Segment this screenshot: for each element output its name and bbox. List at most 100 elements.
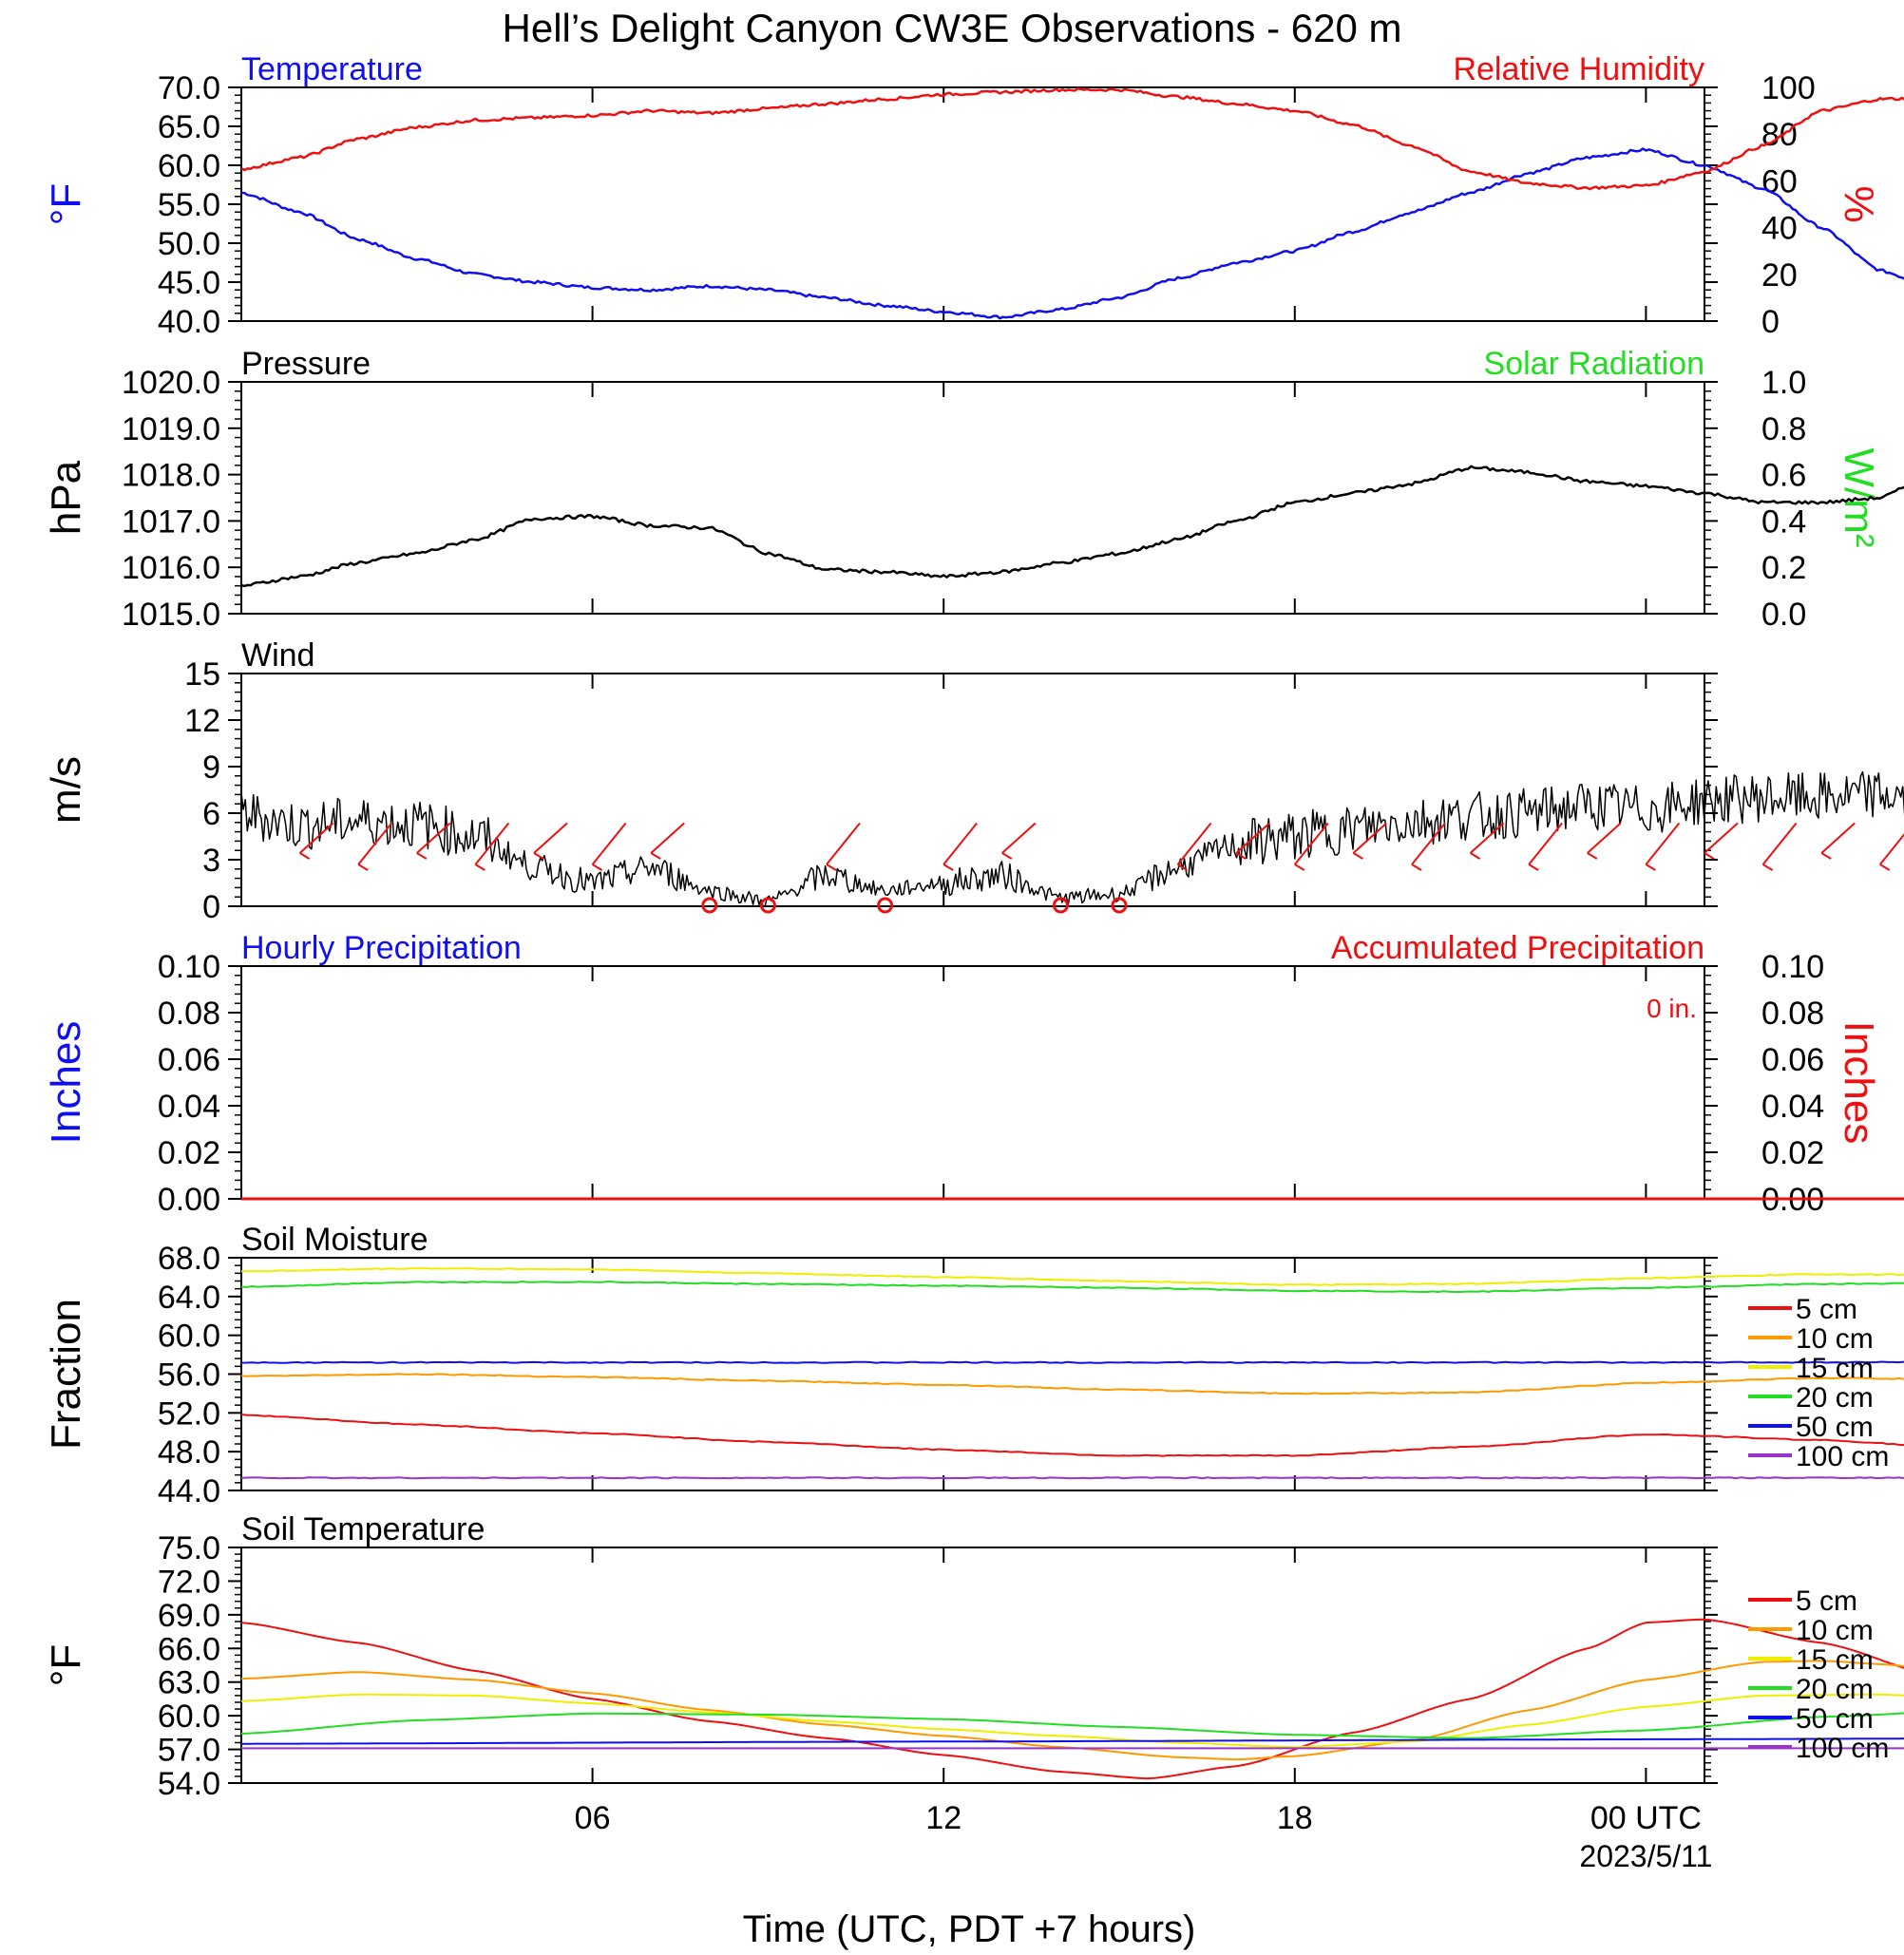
panel-wind: 15 12 9 6 3 0 Wind m/s <box>43 637 1904 925</box>
x-tick-label: 18 <box>1277 1800 1313 1836</box>
wind-barb-flag <box>1704 852 1715 860</box>
wind-barb <box>1528 822 1563 865</box>
y-tick-label: 70.0 <box>158 70 220 106</box>
wind-barb <box>416 822 451 854</box>
y-axis-title-left: m/s <box>43 756 89 824</box>
y-right-tick-label: 0.10 <box>1761 949 1824 985</box>
legend-label: 10 cm <box>1796 1615 1874 1646</box>
legend-label: 15 cm <box>1796 1353 1874 1384</box>
panel-temperature_humidity: 70.065.060.055.050.045.040.0100806040200… <box>43 51 1904 340</box>
y-tick-label: 66.0 <box>158 1631 220 1667</box>
y-right-tick-label: 0.8 <box>1761 411 1806 447</box>
wind-barb <box>1469 822 1505 854</box>
panel-title-right: Accumulated Precipitation <box>1331 930 1704 966</box>
wind-barb <box>826 822 861 865</box>
calm-wind-marker <box>1052 897 1069 914</box>
y-right-tick-label: 1.0 <box>1761 365 1806 401</box>
legend-label: 5 cm <box>1796 1294 1857 1325</box>
wind-barb <box>1645 822 1681 865</box>
panel-title-left: Soil Temperature <box>241 1511 485 1547</box>
wind-barb <box>1411 822 1446 865</box>
y-tick-label: 1018.0 <box>122 458 220 494</box>
wind-barb-flag <box>1879 864 1891 871</box>
y-right-tick-label: 0.4 <box>1761 503 1806 540</box>
y-axis-title-left: hPa <box>43 460 89 535</box>
y-tick-label: 0.08 <box>158 996 220 1032</box>
y-tick-label: 68.0 <box>158 1241 220 1277</box>
y-tick-label: 0.10 <box>158 949 220 985</box>
y-tick-label: 0.02 <box>158 1135 220 1171</box>
legend-label: 50 cm <box>1796 1412 1874 1443</box>
calm-wind-marker <box>701 897 718 914</box>
y-tick-label: 72.0 <box>158 1564 220 1600</box>
series-line-10-cm <box>240 1660 1904 1761</box>
series-line-relative-humidity <box>240 86 1904 191</box>
wind-barb <box>1352 822 1388 854</box>
calm-wind-marker <box>877 897 894 914</box>
plot-frame <box>240 1547 1705 1784</box>
panel-title-left: Temperature <box>241 51 423 87</box>
panel-title-left: Soil Moisture <box>241 1222 428 1258</box>
wind-barb <box>1235 822 1270 854</box>
wind-barb <box>1879 833 1904 865</box>
panels-group: 70.065.060.055.050.045.040.0100806040200… <box>43 51 1904 1802</box>
y-tick-label: 55.0 <box>158 187 220 223</box>
y-tick-label: 0.06 <box>158 1042 220 1078</box>
series-line-100-cm <box>240 1476 1904 1480</box>
wind-barb <box>357 822 392 865</box>
x-axis-title: Time (UTC, PDT +7 hours) <box>743 1908 1196 1950</box>
panel-pressure_solar: 1020.0 1019.0 1018.0 1017.0 1016.0 1015.0 1.0 0… <box>43 346 1904 633</box>
y-tick-label: 1017.0 <box>122 503 220 540</box>
y-right-tick-label: 0.2 <box>1761 550 1806 586</box>
series-line-15-cm <box>240 1693 1904 1749</box>
series-line-15-cm <box>240 1267 1904 1286</box>
legend-label: 100 cm <box>1796 1733 1889 1764</box>
wind-barb-flag <box>1762 864 1774 871</box>
y-axis-title-left: Fraction <box>43 1299 89 1450</box>
y-tick-label: 65.0 <box>158 109 220 145</box>
y-tick-label: 44.0 <box>158 1473 220 1509</box>
wind-barb-flag <box>474 864 486 871</box>
y-right-tick-label: 0.02 <box>1761 1135 1824 1171</box>
series-line-pressure <box>240 465 1904 588</box>
y-tick-label: 48.0 <box>158 1434 220 1471</box>
wind-barb <box>1176 822 1212 865</box>
y-tick-label: 52.0 <box>158 1395 220 1432</box>
wind-barb-flag <box>826 864 837 871</box>
y-tick-label: 60.0 <box>158 148 220 184</box>
panel-title-left: Wind <box>241 637 314 674</box>
y-tick-label: 60.0 <box>158 1699 220 1735</box>
y-tick-label: 50.0 <box>158 226 220 262</box>
wind-barb-flag <box>416 852 428 860</box>
wind-barb-flag <box>1820 852 1832 860</box>
wind-barb-flag <box>942 864 954 871</box>
legend-label: 20 cm <box>1796 1674 1874 1705</box>
legend-label: 15 cm <box>1796 1644 1874 1676</box>
wind-barb <box>1001 822 1037 854</box>
wind-barb <box>591 822 627 865</box>
wind-barb-flag <box>1587 852 1598 860</box>
y-tick-label: 75.0 <box>158 1530 220 1566</box>
y-right-tick-label: 0.0 <box>1761 597 1806 633</box>
y-tick-label: 3 <box>202 843 220 879</box>
y-tick-label: 56.0 <box>158 1357 220 1394</box>
y-tick-label: 54.0 <box>158 1766 220 1802</box>
y-right-tick-label: 0.04 <box>1761 1089 1824 1125</box>
figure-title: Hell’s Delight Canyon CW3E Observations … <box>503 6 1402 50</box>
y-right-tick-label: 0 <box>1761 304 1780 340</box>
y-tick-label: 1019.0 <box>122 411 220 447</box>
panel-soil_temperature: 75.072.069.066.063.060.057.054.0 Soil Tem… <box>43 1511 1904 1802</box>
wind-barb-flag <box>1235 852 1247 860</box>
y-right-tick-label: 0.6 <box>1761 458 1806 494</box>
wind-barb-flag <box>1294 864 1305 871</box>
y-tick-label: 45.0 <box>158 265 220 301</box>
wind-barb-flag <box>1645 864 1656 871</box>
wind-barb-flag <box>650 852 661 860</box>
wind-barb-flag <box>592 864 603 871</box>
x-tick-label: 06 <box>575 1800 611 1836</box>
wind-barb-flag <box>1352 852 1363 860</box>
y-tick-label: 64.0 <box>158 1280 220 1316</box>
wind-barb-flag <box>1001 852 1013 860</box>
